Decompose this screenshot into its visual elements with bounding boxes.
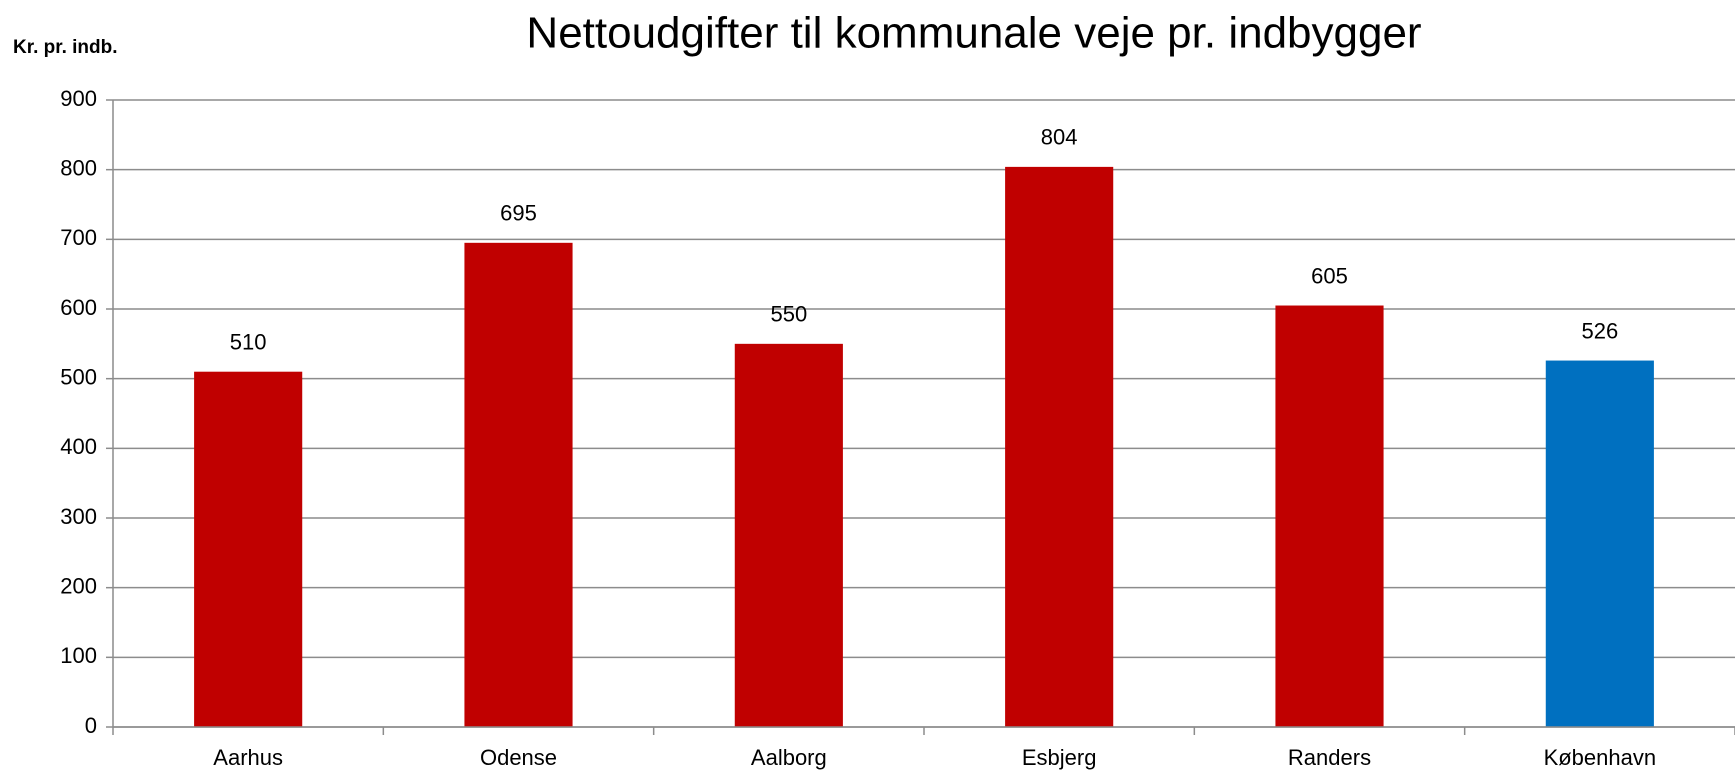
- bar: [1005, 166, 1114, 727]
- x-tick-label: Aarhus: [213, 745, 283, 770]
- y-tick-label: 600: [60, 295, 97, 320]
- x-tick-label: Esbjerg: [1022, 745, 1097, 770]
- y-tick-label: 800: [60, 155, 97, 180]
- data-label: 804: [1041, 125, 1078, 150]
- y-tick-label: 900: [60, 86, 97, 111]
- y-tick-label: 200: [60, 573, 97, 598]
- data-label: 695: [500, 201, 537, 226]
- data-label: 605: [1311, 263, 1348, 288]
- data-label: 526: [1581, 318, 1618, 343]
- bar: [734, 343, 843, 727]
- y-tick-label: 700: [60, 225, 97, 250]
- bar: [464, 242, 573, 728]
- bar: [1275, 305, 1384, 727]
- x-tick-label: Aalborg: [751, 745, 827, 770]
- y-tick-label: 100: [60, 643, 97, 668]
- y-tick-label: 0: [85, 713, 97, 738]
- bar: [194, 371, 303, 727]
- chart-title: Nettoudgifter til kommunale veje pr. ind…: [526, 9, 1421, 58]
- bar: [1545, 360, 1654, 727]
- data-label: 510: [230, 330, 267, 355]
- x-tick-label: Odense: [480, 745, 557, 770]
- y-tick-label: 400: [60, 434, 97, 459]
- y-tick-label: 300: [60, 504, 97, 529]
- x-tick-label: København: [1544, 745, 1657, 770]
- y-axis-label: Kr. pr. indb.: [13, 37, 118, 58]
- x-tick-label: Randers: [1288, 745, 1371, 770]
- y-tick-label: 500: [60, 364, 97, 389]
- data-label: 550: [770, 302, 807, 327]
